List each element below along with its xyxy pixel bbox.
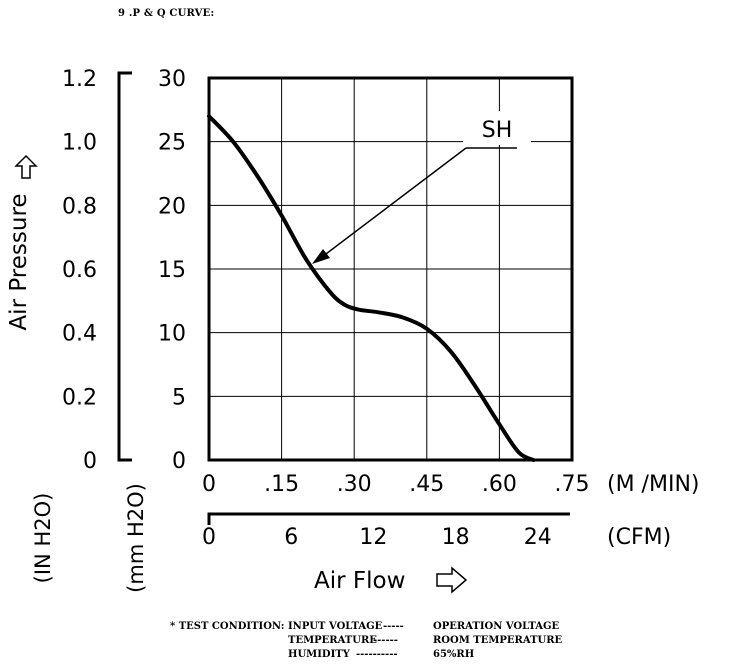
- y-axis-arrow-icon: [14, 154, 38, 179]
- y-right-tick-label: 25: [158, 131, 186, 156]
- y-left-tick-label: 0: [83, 449, 97, 474]
- y-right-tick-label: 0: [172, 449, 186, 474]
- x-primary-tick-label: .75: [555, 472, 590, 497]
- y-right-tick-label: 10: [158, 322, 186, 347]
- x-secondary-unit-label: (CFM): [607, 525, 671, 550]
- test-condition-dashes: ------: [373, 635, 398, 646]
- test-condition-value: 65%RH: [433, 649, 475, 660]
- y-left-tick-label: 0.8: [62, 194, 97, 219]
- x-primary-tick-label: .45: [409, 472, 444, 497]
- y-right-tick-label: 15: [158, 258, 186, 283]
- test-condition-value: ROOM TEMPERATURE: [433, 635, 563, 646]
- y-left-tick-label: 0.4: [62, 322, 97, 347]
- grid-lines: [209, 78, 572, 460]
- plot-frame: [117, 71, 574, 525]
- axis-labels: Air Pressure (IN H2O) (mm H2O) Air Flow: [6, 154, 468, 594]
- test-condition-value: OPERATION VOLTAGE: [433, 621, 560, 632]
- x-secondary-tick-label: 18: [442, 525, 470, 550]
- test-condition-dashes: -----: [383, 621, 404, 632]
- y-axis-label: Air Pressure: [6, 193, 32, 330]
- series-label-sh: SH: [482, 118, 513, 143]
- x-primary-tick-label: 0: [202, 472, 216, 497]
- x-secondary-tick-label: 24: [524, 525, 552, 550]
- x-secondary-axis-bar: [207, 512, 570, 525]
- x-secondary-ticks: 0 6 12 18 24 (CFM): [202, 525, 671, 550]
- plot-border: [207, 76, 574, 462]
- y-left-unit-label: (IN H2O): [31, 493, 55, 584]
- y-left-tick-label: 0.6: [62, 258, 97, 283]
- test-condition-dashes: ----------: [356, 649, 398, 660]
- x-axis-arrow-icon: [436, 566, 468, 594]
- x-primary-tick-label: .15: [264, 472, 299, 497]
- x-primary-tick-label: .30: [337, 472, 372, 497]
- y-right-ticks: 0 5 10 15 20 25 30: [158, 67, 186, 474]
- y-right-tick-label: 30: [158, 67, 186, 92]
- series-leader-arrowhead: [312, 249, 330, 264]
- series-label-background: [463, 111, 531, 145]
- x-primary-unit-label: (M /MIN): [607, 472, 699, 497]
- x-primary-tick-label: .60: [482, 472, 517, 497]
- y-right-unit-label: (mm H2O): [124, 483, 148, 593]
- series-leader-line: [317, 147, 467, 261]
- test-condition-key: TEMPERATURE: [288, 635, 377, 646]
- test-condition-label: * TEST CONDITION:: [170, 621, 285, 632]
- y-left-axis-bracket: [117, 71, 132, 462]
- y-left-tick-label: 1.2: [62, 67, 97, 92]
- x-axis-label: Air Flow: [314, 568, 405, 594]
- test-condition-key: HUMIDITY: [288, 649, 350, 660]
- series-line-sh: [207, 114, 536, 462]
- y-left-tick-label: 0.2: [62, 385, 97, 410]
- x-secondary-tick-label: 6: [284, 525, 298, 550]
- y-right-tick-label: 5: [172, 385, 186, 410]
- x-secondary-tick-label: 0: [202, 525, 216, 550]
- chart-heading: 9 .P & Q CURVE:: [118, 8, 215, 19]
- y-left-ticks: 0 0.2 0.4 0.6 0.8 1.0 1.2: [62, 67, 97, 474]
- x-secondary-tick-label: 12: [359, 525, 387, 550]
- y-right-tick-label: 20: [158, 194, 186, 219]
- test-condition-key: INPUT VOLTAGE: [288, 621, 383, 632]
- y-left-tick-label: 1.0: [62, 131, 97, 156]
- series-curve: SH: [207, 111, 536, 462]
- x-primary-ticks: 0 .15 .30 .45 .60 .75 (M /MIN): [202, 472, 699, 497]
